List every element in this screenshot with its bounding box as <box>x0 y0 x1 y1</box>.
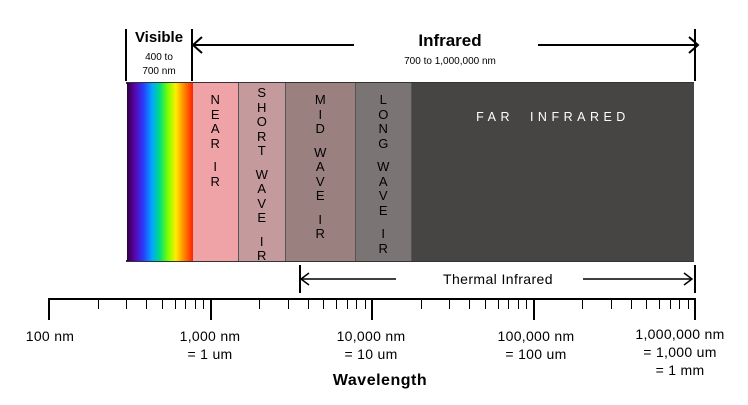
axis-minor-tick <box>203 298 205 309</box>
axis-minor-tick <box>630 298 632 309</box>
axis-minor-tick <box>469 298 471 309</box>
axis-label-100000nm: 100,000 nm = 100 um <box>497 328 575 362</box>
axis-minor-tick <box>336 298 338 309</box>
visible-range-line2: 700 nm <box>142 66 176 77</box>
visible-spectrum <box>127 83 193 261</box>
axis-label-100nm: 100 nm <box>25 328 75 344</box>
axis-minor-tick <box>185 298 187 309</box>
visible-left-line <box>125 29 127 81</box>
far-infrared-label: FAR INFRARED <box>476 110 630 124</box>
axis-minor-tick <box>484 298 486 309</box>
axis-minor-tick <box>259 298 261 309</box>
axis-minor-tick <box>307 298 309 309</box>
axis-major-tick <box>48 298 50 320</box>
axis-minor-tick <box>687 298 689 309</box>
axis-major-tick <box>209 298 212 320</box>
ir-right-line <box>694 29 696 81</box>
axis-minor-tick <box>659 298 661 309</box>
band-far-infrared: FAR INFRARED <box>412 83 694 261</box>
visible-range-line1: 400 to <box>145 52 173 63</box>
visible-right-line <box>191 29 193 81</box>
axis-minor-tick <box>323 298 325 309</box>
axis-minor-tick <box>174 298 176 309</box>
axis-minor-tick <box>364 298 366 309</box>
axis-minor-tick <box>610 298 612 309</box>
visible-title: Visible <box>134 29 184 46</box>
axis-minor-tick <box>526 298 528 309</box>
axis-major-tick <box>371 298 373 320</box>
axis-major-tick <box>694 298 696 320</box>
infrared-title: Infrared <box>418 31 482 50</box>
axis-label-1000000nm: 1,000,000 nm = 1,000 um = 1 mm <box>635 326 725 378</box>
axis-minor-tick <box>287 298 289 309</box>
axis-minor-tick <box>420 298 422 309</box>
axis-minor-tick <box>517 298 519 309</box>
axis-minor-tick <box>97 298 99 309</box>
axis-major-tick <box>532 298 535 320</box>
infrared-range: 700 to 1,000,000 nm <box>404 56 496 67</box>
axis-minor-tick <box>346 298 348 309</box>
axis-minor-tick <box>126 298 128 309</box>
axis-title: Wavelength <box>332 372 428 389</box>
axis-minor-tick <box>161 298 163 309</box>
axis-minor-tick <box>582 298 584 309</box>
axis-minor-tick <box>669 298 671 309</box>
axis-minor-tick <box>646 298 648 309</box>
infrared-arrow <box>191 36 700 54</box>
thermal-arrow <box>299 272 694 286</box>
axis-label-1000nm: 1,000 nm = 1 um <box>179 328 241 362</box>
axis-minor-tick <box>497 298 499 309</box>
thermal-right-line <box>694 265 696 293</box>
axis-minor-tick <box>194 298 196 309</box>
axis-minor-tick <box>679 298 681 309</box>
axis-minor-tick <box>449 298 451 309</box>
axis-minor-tick <box>356 298 358 309</box>
thermal-label: Thermal Infrared <box>443 271 553 287</box>
axis-minor-tick <box>146 298 148 309</box>
axis-minor-tick <box>508 298 510 309</box>
axis-label-10000nm: 10,000 nm = 10 um <box>336 328 406 362</box>
